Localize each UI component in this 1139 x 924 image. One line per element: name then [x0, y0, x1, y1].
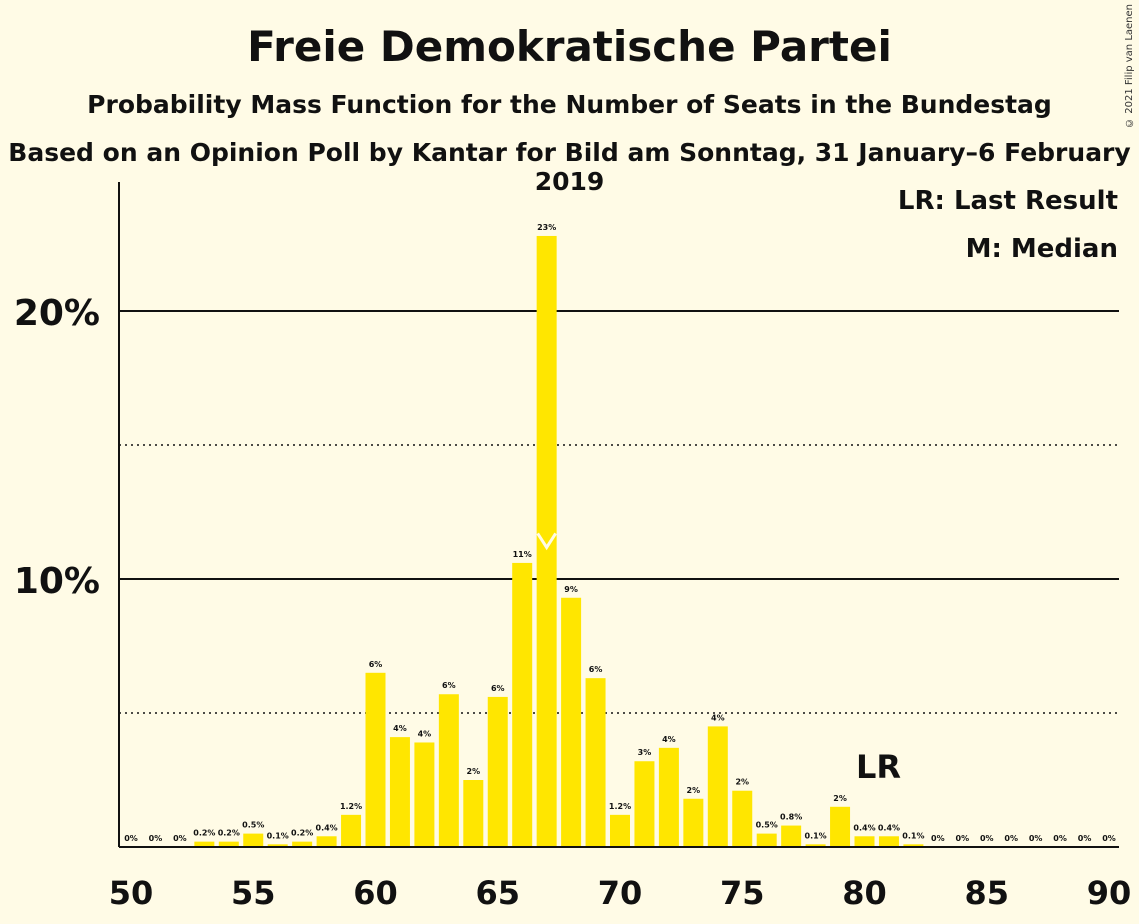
data-label: 0%: [1004, 834, 1018, 843]
bar: [830, 806, 851, 847]
data-label: 6%: [442, 681, 456, 690]
data-label: 0%: [1053, 834, 1067, 843]
y-tick-label: 10%: [14, 561, 100, 602]
data-label: 0.4%: [878, 823, 900, 832]
data-label: 0.1%: [805, 831, 827, 840]
data-label: 4%: [711, 713, 725, 722]
chart-subtitle: Probability Mass Function for the Number…: [87, 90, 1052, 119]
x-tick-label: 85: [964, 874, 1009, 912]
data-label: 3%: [638, 748, 652, 757]
bar: [878, 836, 899, 847]
data-label: 6%: [589, 665, 603, 674]
data-label: 0.4%: [316, 823, 338, 832]
data-label: 6%: [491, 684, 505, 693]
data-label: 11%: [513, 550, 532, 559]
data-label: 4%: [662, 735, 676, 744]
data-label: 0%: [980, 834, 994, 843]
bar: [634, 761, 655, 847]
data-label: 0%: [1078, 834, 1092, 843]
data-label: 23%: [537, 223, 556, 232]
bar: [194, 841, 215, 847]
data-label: 6%: [369, 660, 383, 669]
data-label: 0.2%: [218, 829, 240, 838]
x-tick-label: 70: [598, 874, 643, 912]
x-tick-label: 65: [475, 874, 520, 912]
data-label: 4%: [418, 729, 432, 738]
data-label: 0%: [956, 834, 970, 843]
x-tick-label: 80: [842, 874, 887, 912]
last-result-label: LR: [856, 748, 901, 786]
data-label: 0%: [124, 834, 138, 843]
data-label: 0.5%: [242, 821, 264, 830]
data-label: 0.2%: [193, 829, 215, 838]
bar: [732, 790, 753, 847]
data-label: 4%: [393, 724, 407, 733]
bar: [218, 841, 239, 847]
bar: [756, 833, 777, 847]
bar: [781, 825, 802, 847]
data-label: 0%: [173, 834, 187, 843]
bar: [316, 836, 337, 847]
bar: [610, 814, 630, 847]
bar: [903, 844, 924, 847]
bar: [341, 814, 362, 847]
data-label: 0.4%: [853, 823, 875, 832]
data-label: 0.5%: [756, 821, 778, 830]
bar: [487, 696, 508, 847]
data-label: 2%: [687, 786, 701, 795]
x-tick-label: 75: [720, 874, 765, 912]
data-label: 1.2%: [340, 802, 362, 811]
bar: [683, 798, 704, 847]
x-tick-label: 55: [231, 874, 276, 912]
bar: [536, 235, 557, 847]
bar: [389, 737, 410, 847]
bar: [463, 780, 484, 847]
chart-title: Freie Demokratische Partei: [247, 22, 892, 71]
bar: [707, 726, 728, 847]
x-tick-label: 60: [353, 874, 398, 912]
bar: [292, 841, 313, 847]
data-label: 0.1%: [902, 831, 924, 840]
data-label: 0.1%: [267, 831, 289, 840]
data-label: 1.2%: [609, 802, 631, 811]
bar: [243, 833, 264, 847]
y-tick-label: 20%: [14, 293, 100, 334]
bar: [585, 678, 606, 847]
x-tick-label: 90: [1087, 874, 1132, 912]
data-label: 2%: [735, 778, 749, 787]
data-label: 0%: [149, 834, 163, 843]
bar: [805, 844, 826, 847]
bar: [365, 672, 386, 847]
data-label: 0.2%: [291, 829, 313, 838]
bar: [658, 747, 679, 847]
data-label: 0%: [1102, 834, 1116, 843]
data-label: 2%: [833, 794, 847, 803]
data-label: 0%: [1029, 834, 1043, 843]
bar: [267, 844, 288, 847]
data-label: 9%: [564, 585, 578, 594]
data-label: 0.8%: [780, 813, 802, 822]
bar: [438, 694, 459, 847]
x-tick-label: 50: [109, 874, 154, 912]
median-marker: [536, 532, 557, 551]
bar: [414, 742, 435, 847]
bar: [561, 597, 582, 847]
bar: [854, 836, 875, 847]
bar: [512, 562, 533, 847]
data-label: 0%: [931, 834, 945, 843]
legend-last-result: LR: Last Result: [897, 186, 1118, 216]
data-label: 2%: [467, 767, 481, 776]
legend-median: M: Median: [965, 234, 1118, 264]
chart-source-line: Based on an Opinion Poll by Kantar for B…: [8, 138, 1131, 196]
